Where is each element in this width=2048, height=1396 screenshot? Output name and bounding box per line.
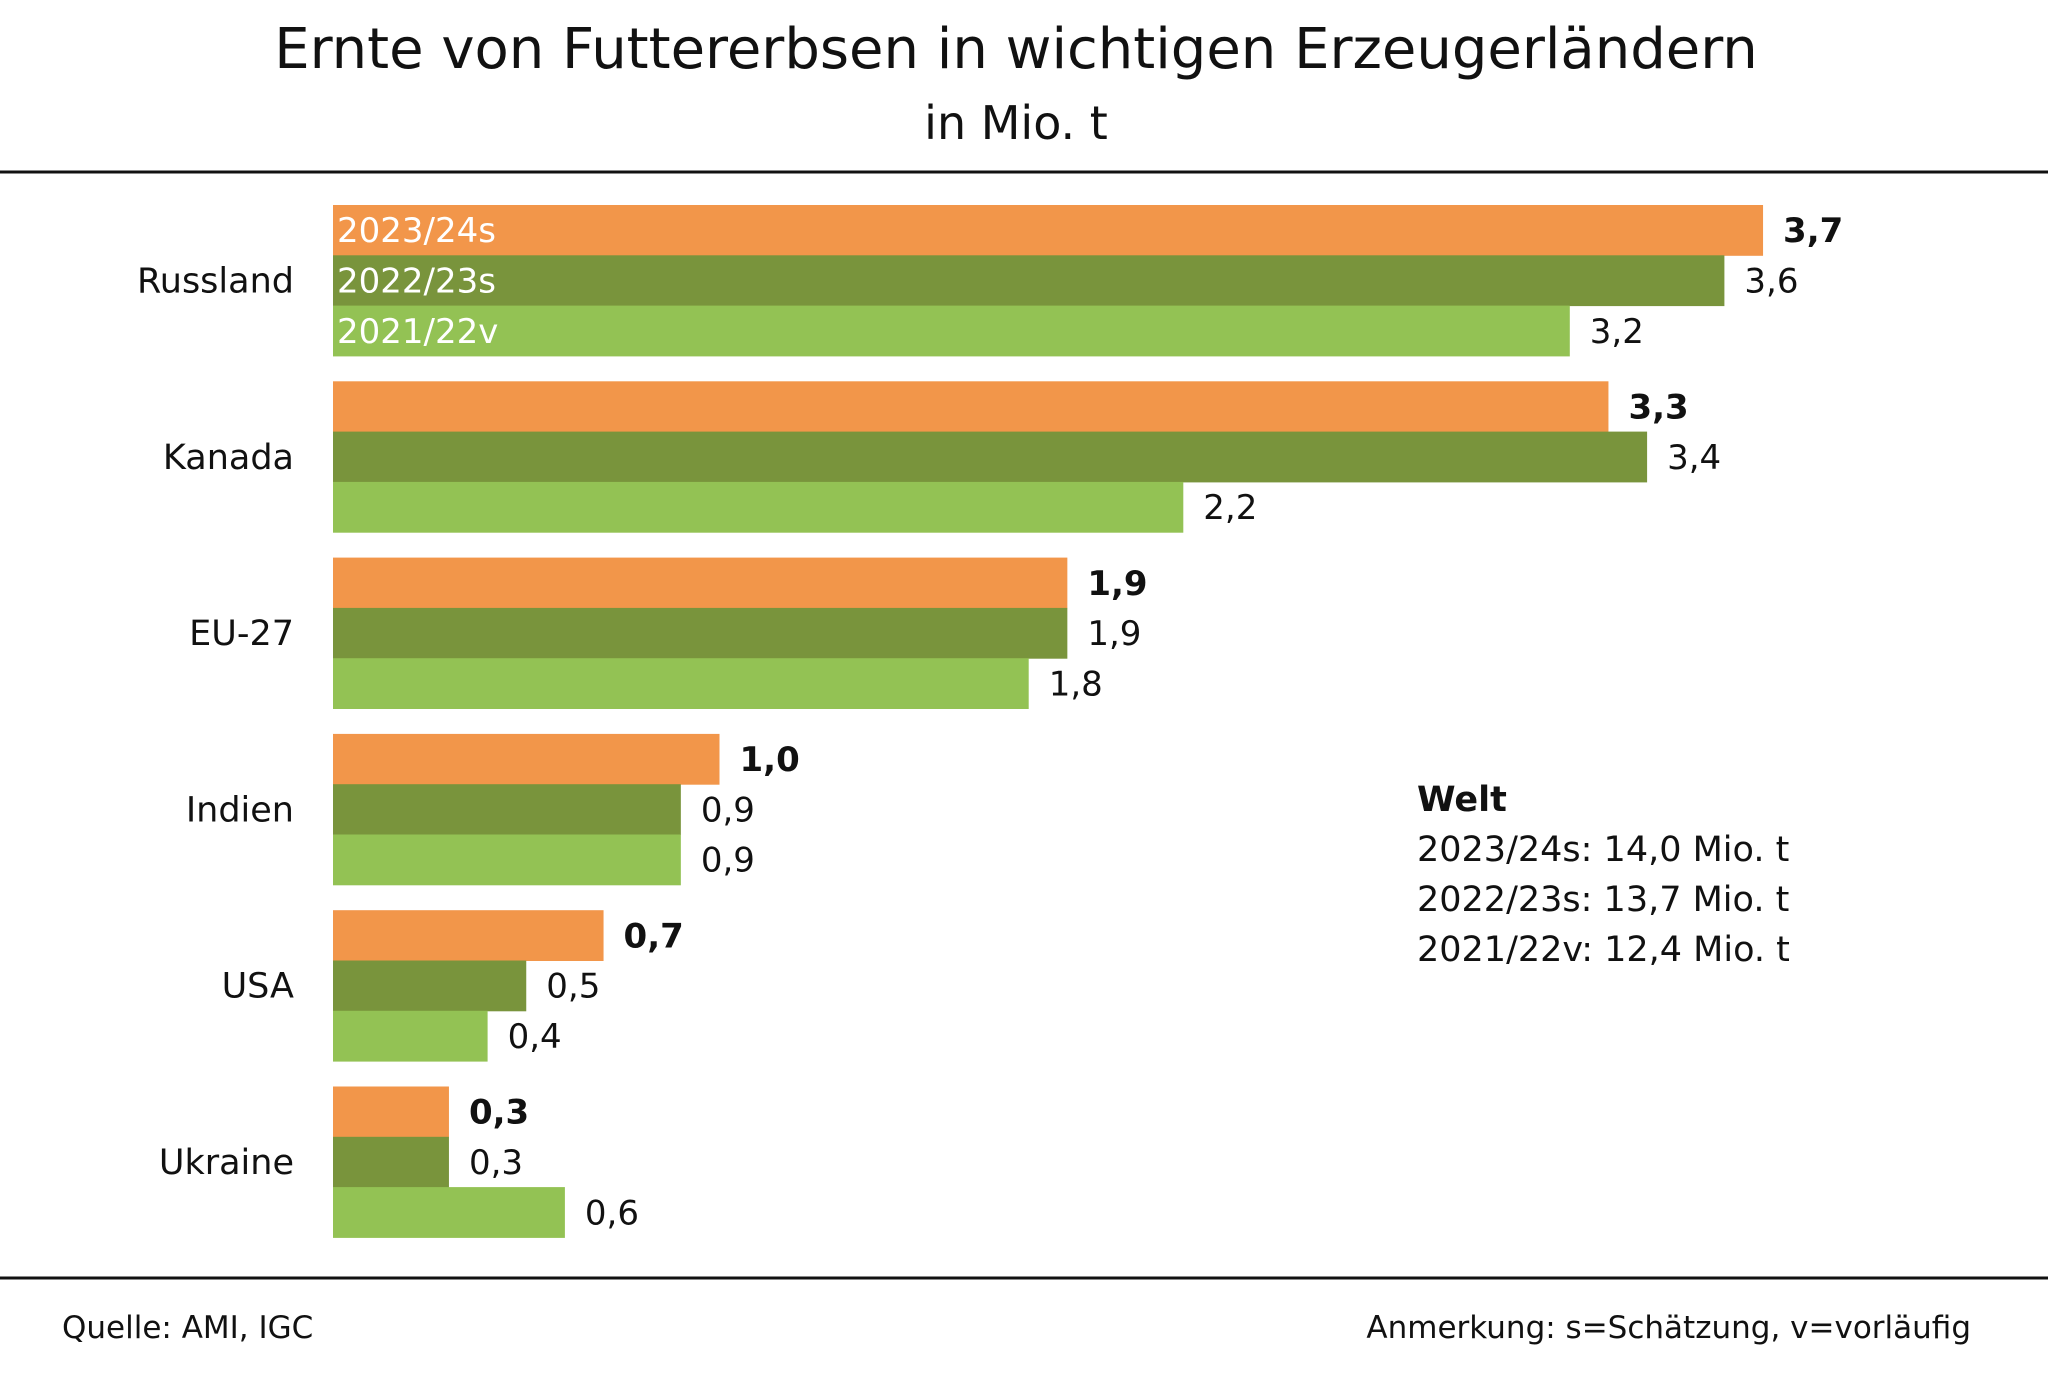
value-label: 0,9: [701, 790, 755, 830]
category-label: Indien: [186, 790, 294, 830]
annotation-line: 2021/22v: 12,4 Mio. t: [1417, 930, 1790, 970]
value-label: 3,6: [1744, 261, 1798, 301]
bar-2022-23s: [333, 1136, 449, 1188]
remark-note: Anmerkung: s=Schätzung, v=vorläufig: [1366, 1310, 1971, 1346]
value-label: 3,4: [1667, 438, 1721, 478]
value-label: 3,7: [1783, 211, 1843, 251]
bar-2021-22v: [333, 834, 681, 886]
bar-2022-23s: [333, 960, 527, 1012]
category-label: Ukraine: [159, 1143, 294, 1183]
category-label: Kanada: [163, 438, 294, 478]
category-label: EU-27: [189, 614, 294, 654]
bar-2023-24s: [333, 910, 604, 961]
legend-label: 2023/24s: [337, 211, 496, 251]
value-label: 1,9: [1087, 564, 1147, 604]
bar-2021-22v: [333, 658, 1029, 709]
bar-2022-23s: [333, 607, 1068, 659]
value-label: 0,3: [469, 1143, 523, 1183]
value-label: 2,2: [1203, 488, 1257, 528]
bar-2023-24s: [333, 1086, 449, 1138]
bar-2021-22v: [333, 481, 1184, 533]
bar-2022-23s: [333, 255, 1725, 307]
annotation-heading: Welt: [1417, 780, 1507, 820]
value-label: 0,4: [508, 1017, 562, 1057]
value-label: 0,3: [469, 1093, 529, 1133]
source-note: Quelle: AMI, IGC: [62, 1310, 313, 1346]
bar-2023-24s: [333, 733, 720, 785]
bar-2021-22v: [333, 1187, 565, 1238]
bar-2022-23s: [333, 784, 681, 835]
value-label: 1,0: [740, 740, 800, 780]
legend-label: 2022/23s: [337, 261, 496, 301]
bars-group: Russland 3,7 2023/24s 3,6 2022/23s 3,2 2021/22…: [137, 205, 1843, 1238]
value-label: 0,6: [585, 1193, 639, 1233]
value-label: 0,9: [701, 841, 755, 881]
value-label: 1,9: [1087, 614, 1141, 654]
world-annotation: Welt 2023/24s: 14,0 Mio. t 2022/23s: 13,…: [1417, 780, 1790, 970]
legend-label: 2021/22v: [337, 312, 498, 352]
chart-title: Ernte von Futtererbsen in wichtigen Erze…: [274, 17, 1758, 82]
chart-subtitle: in Mio. t: [924, 96, 1108, 150]
bar-2022-23s: [333, 431, 1648, 483]
bar-2021-22v: [333, 305, 1570, 357]
value-label: 3,3: [1628, 387, 1688, 427]
bar-2023-24s: [333, 381, 1609, 433]
bar-2021-22v: [333, 1010, 488, 1062]
value-label: 0,7: [624, 916, 684, 956]
bar-2023-24s: [333, 557, 1068, 609]
value-label: 1,8: [1049, 664, 1103, 704]
annotation-line: 2023/24s: 14,0 Mio. t: [1417, 830, 1789, 870]
category-label: USA: [222, 967, 294, 1007]
value-label: 0,5: [546, 967, 600, 1007]
value-label: 3,2: [1590, 312, 1644, 352]
bar-2023-24s: [333, 205, 1764, 256]
annotation-line: 2022/23s: 13,7 Mio. t: [1417, 880, 1789, 920]
category-label: Russland: [137, 261, 294, 301]
